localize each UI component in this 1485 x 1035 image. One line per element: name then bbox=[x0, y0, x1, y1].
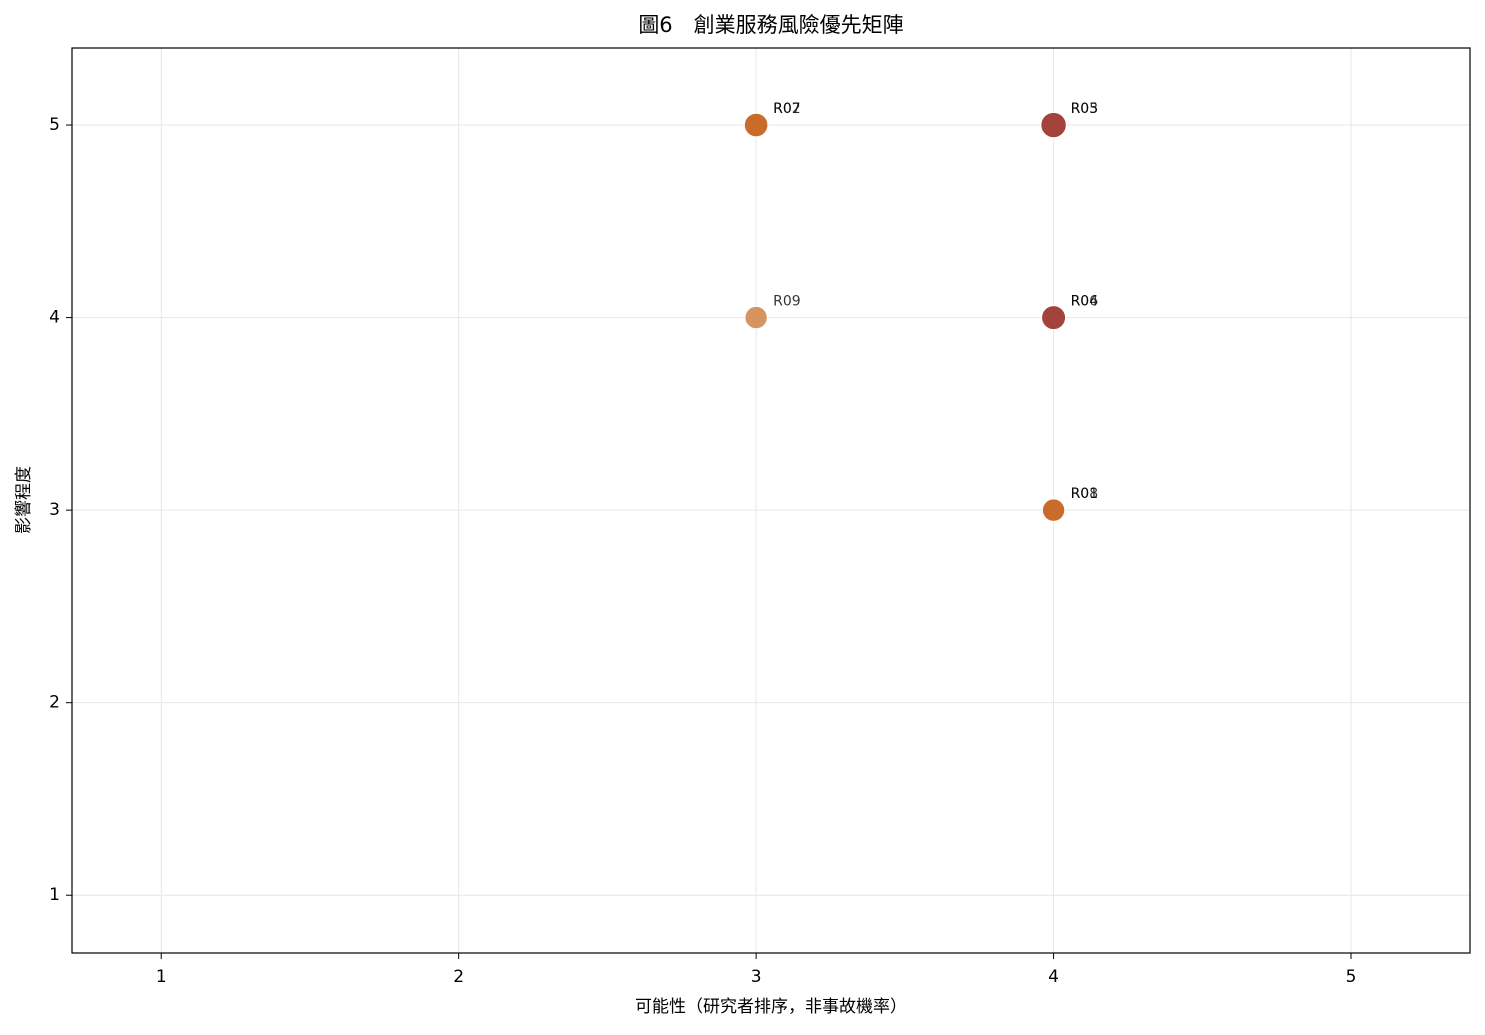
y-axis-label: 影響程度 bbox=[14, 466, 34, 534]
x-tick-label: 5 bbox=[1346, 967, 1357, 987]
y-tick-label: 5 bbox=[49, 115, 60, 135]
y-tick-label: 2 bbox=[49, 693, 60, 713]
chart-title: 圖6 創業服務風險優先矩陣 bbox=[638, 13, 903, 37]
x-axis-label: 可能性（研究者排序，非事故機率） bbox=[635, 997, 907, 1017]
x-tick-label: 2 bbox=[453, 967, 464, 987]
point-label: R02 bbox=[773, 101, 801, 117]
point-label: R03 bbox=[1071, 101, 1099, 117]
point-label: R06 bbox=[1071, 294, 1099, 310]
point-label: R08 bbox=[1071, 486, 1099, 502]
x-tick-label: 1 bbox=[156, 967, 167, 987]
point bbox=[743, 112, 769, 138]
point bbox=[1041, 498, 1066, 522]
x-tick-label: 3 bbox=[751, 967, 762, 987]
point-label: R01 bbox=[1071, 486, 1099, 502]
plot-frame bbox=[71, 47, 1471, 954]
y-tick-label: 4 bbox=[49, 308, 60, 328]
point-label: R05 bbox=[1071, 101, 1099, 117]
point-label: R07 bbox=[773, 101, 801, 117]
y-tick-label: 1 bbox=[49, 885, 60, 905]
y-tick-label: 3 bbox=[49, 500, 60, 520]
point-label: R04 bbox=[1071, 294, 1099, 310]
point bbox=[744, 305, 768, 330]
point bbox=[1041, 305, 1067, 331]
x-tick-label: 4 bbox=[1048, 967, 1059, 987]
point bbox=[1040, 111, 1067, 139]
point-label: R09 bbox=[773, 294, 801, 310]
